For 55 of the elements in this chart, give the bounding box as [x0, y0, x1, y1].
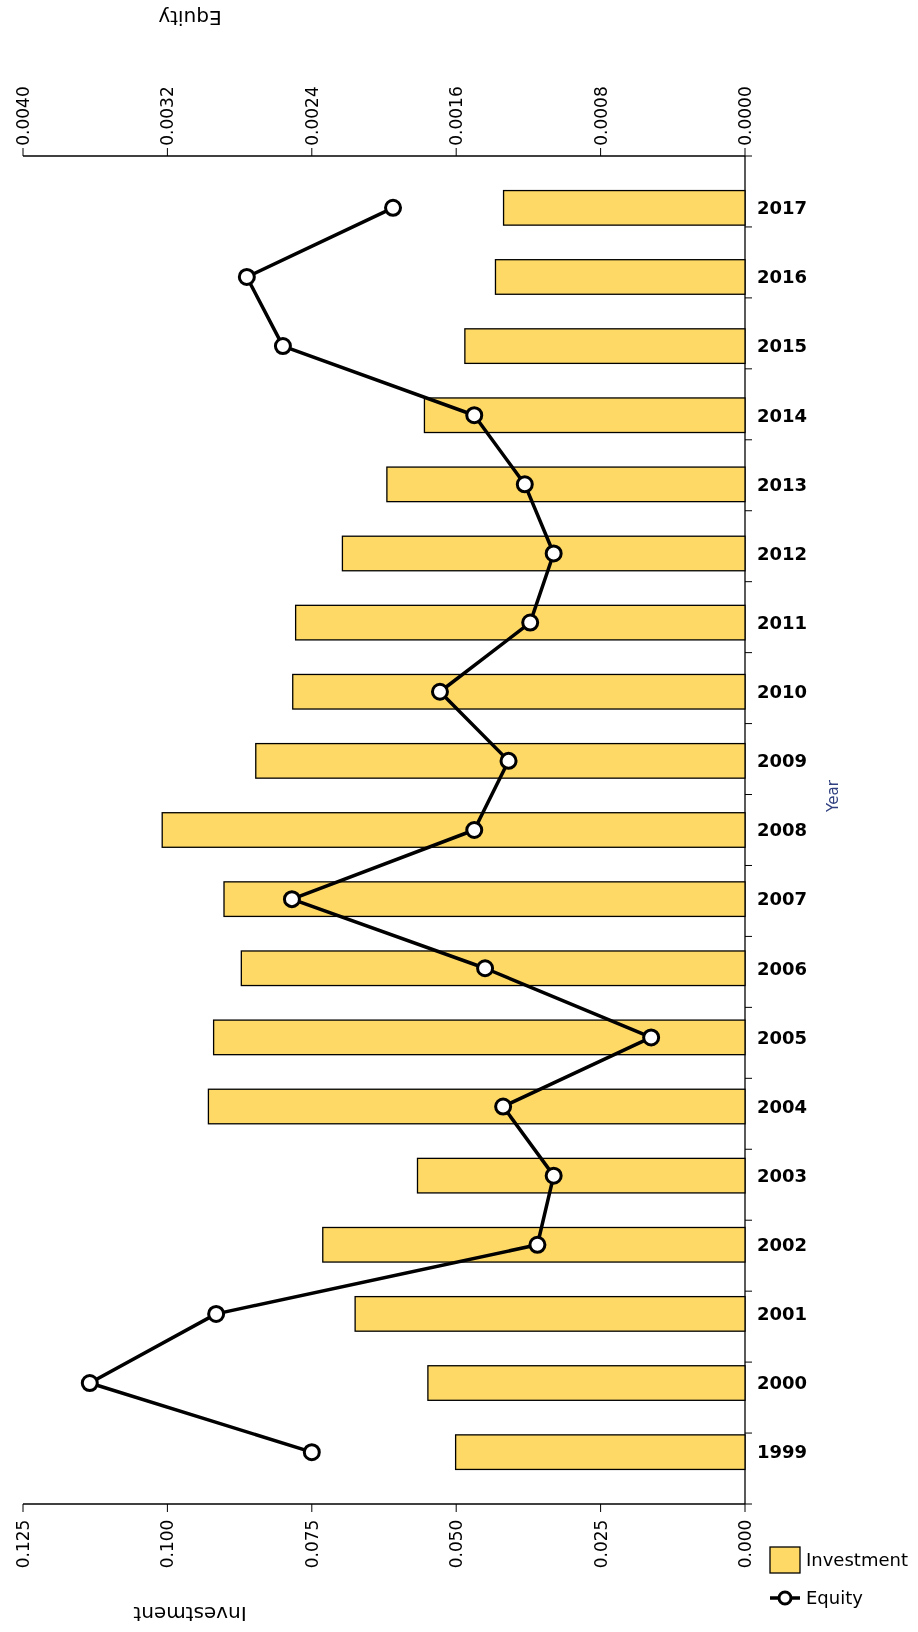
- x-tick-label: 0.100: [157, 1519, 178, 1569]
- point: [544, 1166, 563, 1185]
- x-tick-label: 0.050: [446, 1519, 467, 1569]
- point: [476, 959, 495, 978]
- x-tick-label: 0.000: [734, 1519, 755, 1569]
- point: [430, 682, 449, 701]
- point: [494, 1097, 513, 1116]
- y-tick-label: 2001: [757, 1303, 808, 1325]
- y-tick-label: 2008: [757, 819, 808, 841]
- point: [528, 1235, 547, 1254]
- x2-axis-title: Equity: [158, 6, 222, 30]
- x-axis-title: Investment: [133, 1602, 247, 1626]
- point: [521, 613, 540, 632]
- y-tick-label: 2010: [757, 681, 808, 703]
- point: [207, 1304, 226, 1323]
- y-tick-label: 2006: [757, 957, 808, 979]
- y-axis-title: Year: [824, 779, 843, 813]
- point: [465, 821, 484, 839]
- legend-label: Equity: [806, 1587, 864, 1609]
- point: [237, 267, 256, 286]
- point: [80, 1374, 99, 1393]
- x-tick-label: 0.025: [590, 1519, 611, 1569]
- x2-tick-label: 0.0040: [12, 86, 33, 146]
- x2-tick-label: 0.0000: [734, 86, 755, 146]
- y-tick-label: 2003: [757, 1164, 808, 1186]
- point: [515, 475, 534, 494]
- point: [273, 337, 292, 356]
- y-tick-label: 2016: [757, 266, 808, 288]
- y-tick-label: 1999: [757, 1441, 808, 1463]
- y-tick-label: 2005: [757, 1026, 808, 1048]
- legend-label: Investment: [806, 1549, 908, 1571]
- x-tick-label: 0.075: [301, 1519, 322, 1569]
- x2-tick-label: 0.0024: [301, 86, 322, 146]
- x2-tick-label: 0.0016: [446, 86, 467, 146]
- point: [302, 1443, 321, 1462]
- y-tick-label: 2004: [757, 1095, 808, 1117]
- x-tick-label: 0.125: [12, 1519, 33, 1569]
- y-tick-label: 2015: [757, 335, 808, 357]
- point: [465, 406, 484, 425]
- y-tick-label: 2009: [757, 750, 808, 772]
- y-tick-label: 2002: [757, 1234, 808, 1256]
- y-tick-label: 2011: [757, 611, 808, 633]
- point: [282, 890, 301, 909]
- y-tick-label: 2012: [757, 542, 808, 564]
- point: [544, 544, 563, 563]
- y-tick-label: 2007: [757, 888, 808, 910]
- point: [642, 1028, 661, 1047]
- y-tick-label: 2014: [757, 404, 808, 426]
- y-tick-label: 2013: [757, 473, 808, 495]
- x2-tick-label: 0.0032: [157, 86, 178, 146]
- point: [384, 198, 403, 217]
- x2-tick-label: 0.0008: [590, 86, 611, 146]
- y-tick-label: 2017: [757, 197, 808, 219]
- point: [499, 751, 518, 770]
- y-tick-label: 2000: [757, 1372, 808, 1394]
